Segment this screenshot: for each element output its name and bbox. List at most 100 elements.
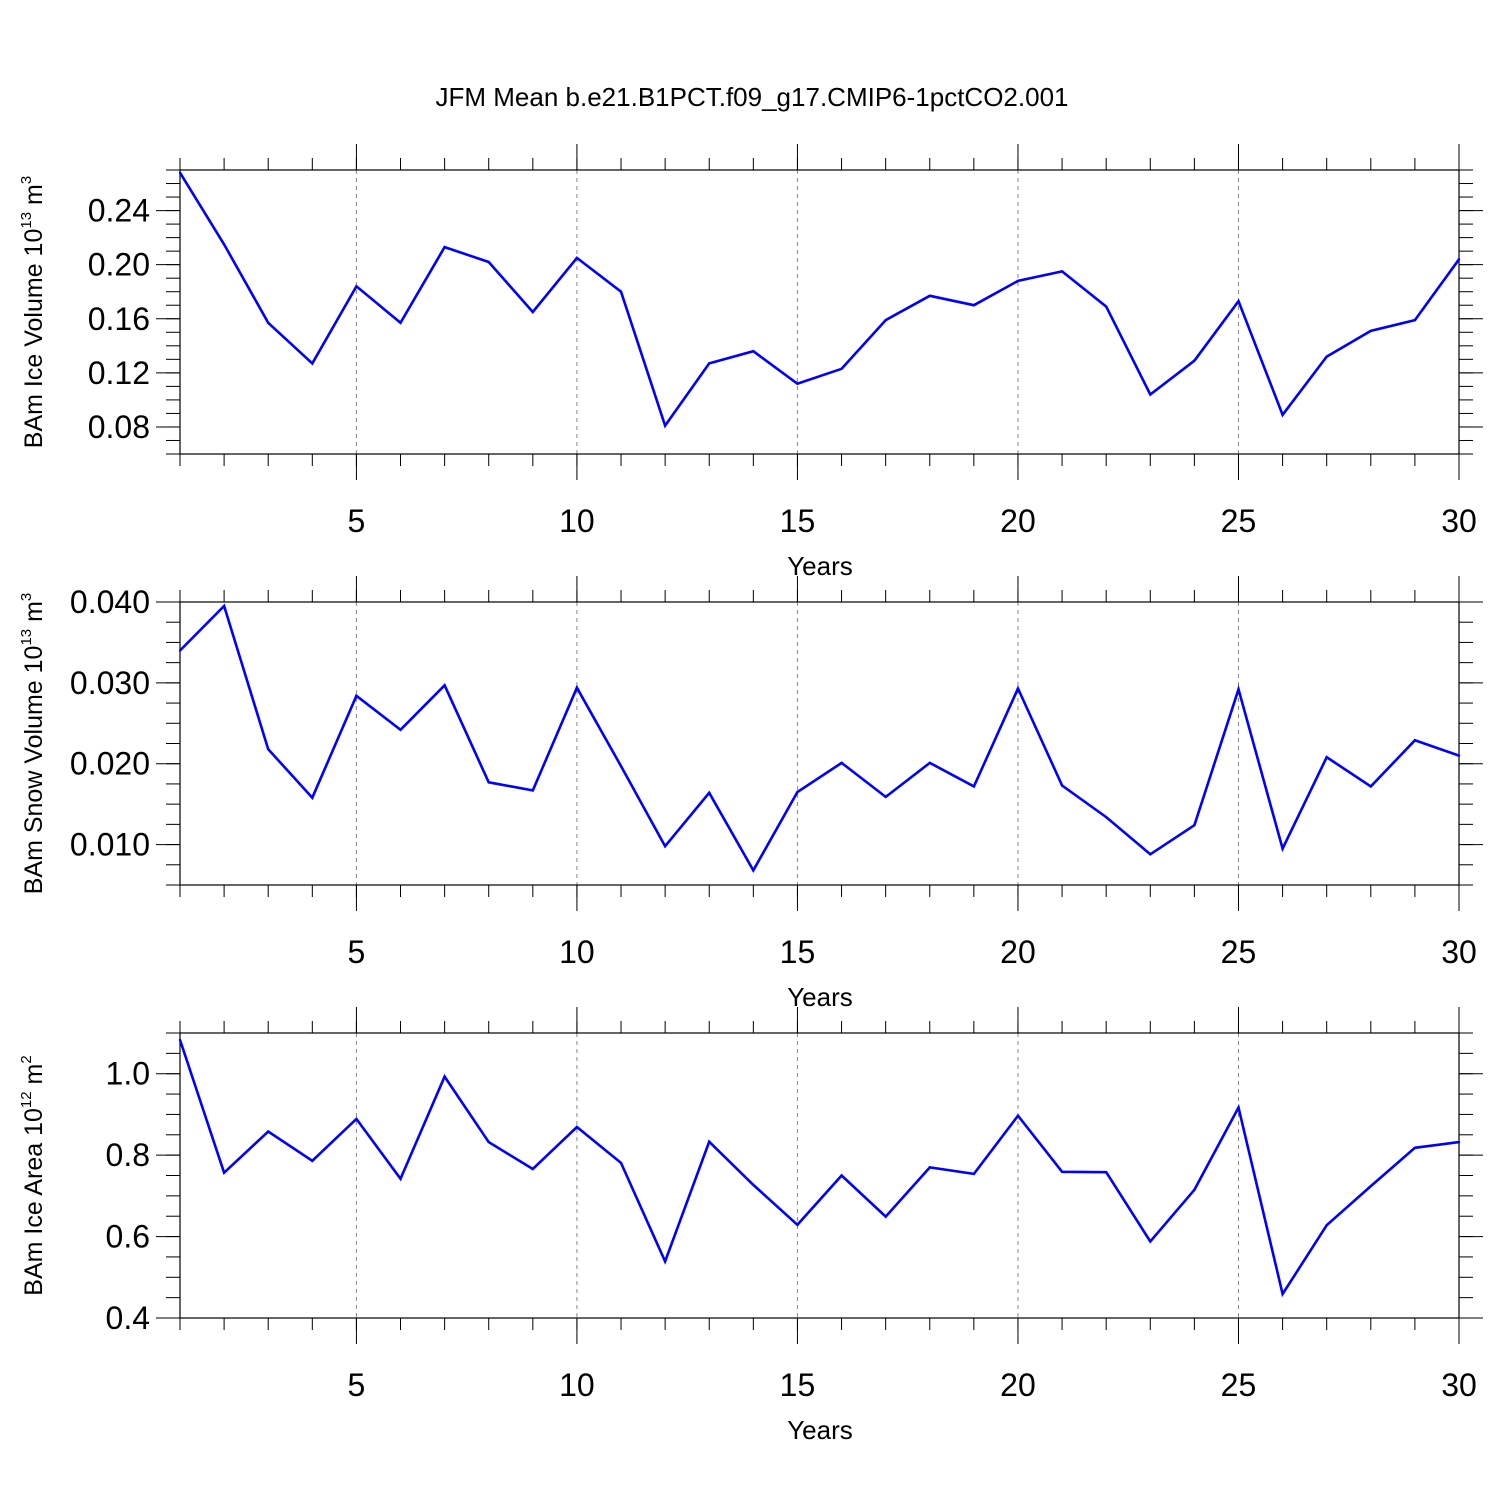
data-point xyxy=(267,1130,270,1133)
data-point xyxy=(708,362,711,365)
data-point xyxy=(1369,1184,1372,1188)
data-point xyxy=(178,171,182,174)
x-axis-title: Years xyxy=(787,982,853,1012)
data-point xyxy=(222,1171,226,1174)
data-point xyxy=(619,1161,623,1165)
data-point xyxy=(1369,329,1372,333)
x-tick-label: 5 xyxy=(348,1367,366,1403)
data-point xyxy=(222,243,226,246)
y-tick-label: 0.20 xyxy=(88,247,150,283)
data-point xyxy=(884,1215,887,1218)
data-point xyxy=(355,1117,358,1121)
data-point xyxy=(796,790,799,794)
data-point xyxy=(928,294,931,297)
x-tick-label: 5 xyxy=(348,934,366,970)
panel-2: 5 10 15 20 25 30 0.010 0.020 0.030 0.040 Years BAm … xyxy=(18,576,1483,1012)
data-point xyxy=(1413,1146,1417,1150)
data-point xyxy=(840,367,843,370)
y-axis-title-text: m xyxy=(20,1064,48,1092)
data-point xyxy=(1104,1171,1108,1174)
data-point xyxy=(443,684,446,687)
data-point xyxy=(1193,359,1196,362)
data-point xyxy=(1060,784,1064,787)
data-point xyxy=(1149,853,1152,856)
data-point xyxy=(619,764,623,768)
y-tick-label: 0.030 xyxy=(70,665,150,701)
data-point xyxy=(1149,393,1152,396)
y-tick-label: 0.4 xyxy=(106,1300,150,1336)
data-point xyxy=(1016,687,1020,690)
data-point xyxy=(178,1038,182,1042)
data-point xyxy=(531,789,535,792)
data-point xyxy=(487,781,490,784)
x-tick-label: 15 xyxy=(780,1367,816,1403)
data-point xyxy=(1237,299,1240,303)
data-point xyxy=(1413,318,1417,322)
y-axis-title: BAm Ice Volume 1013 m3 xyxy=(18,176,48,448)
y-axis-title-superscript: 3 xyxy=(18,176,35,184)
data-point xyxy=(884,795,887,799)
data-point xyxy=(752,1183,755,1187)
data-point xyxy=(399,728,402,731)
data-point xyxy=(1104,815,1108,819)
data-point xyxy=(267,321,270,325)
data-point xyxy=(1457,258,1461,261)
y-tick-label: 1.0 xyxy=(106,1056,150,1092)
x-tick-label: 10 xyxy=(559,503,595,539)
data-point xyxy=(928,761,931,765)
x-tick-label: 10 xyxy=(559,934,595,970)
y-tick-label: 0.08 xyxy=(88,409,150,445)
data-point xyxy=(531,310,535,314)
data-point xyxy=(575,686,579,689)
data-point xyxy=(1193,1188,1196,1191)
data-point xyxy=(752,350,755,353)
x-tick-label: 5 xyxy=(348,503,366,539)
x-tick-label: 25 xyxy=(1221,934,1257,970)
data-point xyxy=(311,362,314,365)
x-tick-label: 20 xyxy=(1000,503,1036,539)
y-axis-title-superscript: 2 xyxy=(18,1055,35,1063)
data-point xyxy=(708,1140,711,1143)
y-tick-label: 0.040 xyxy=(70,584,150,620)
data-point xyxy=(355,694,358,697)
x-tick-label: 30 xyxy=(1441,1367,1477,1403)
data-point xyxy=(531,1167,535,1171)
data-point xyxy=(972,785,976,788)
x-tick-label: 20 xyxy=(1000,934,1036,970)
data-point xyxy=(884,318,887,322)
data-point xyxy=(840,761,843,765)
data-point xyxy=(267,747,270,751)
data-point xyxy=(487,260,490,264)
x-axis-title: Years xyxy=(787,551,853,581)
data-point xyxy=(1325,355,1328,358)
data-point xyxy=(1457,754,1461,757)
data-point xyxy=(972,1172,976,1176)
data-point xyxy=(708,791,711,795)
data-point xyxy=(663,424,667,427)
y-axis-title-text: BAm Ice Area 10 xyxy=(20,1108,48,1296)
data-point xyxy=(1016,279,1020,283)
x-tick-label: 30 xyxy=(1441,503,1477,539)
y-tick-label: 0.24 xyxy=(88,193,150,229)
data-point xyxy=(443,245,446,249)
x-tick-label: 15 xyxy=(780,934,816,970)
panel-3: 5 10 15 20 25 30 0.4 0.6 0.8 1.0 Years BAm Ice Area… xyxy=(18,1007,1483,1445)
y-tick-label: 0.020 xyxy=(70,746,150,782)
data-point xyxy=(1281,1292,1284,1296)
data-point xyxy=(355,285,358,288)
data-point xyxy=(619,290,623,293)
series-line xyxy=(178,172,1461,429)
plot-frame xyxy=(179,601,1460,886)
y-axis-title-text: m xyxy=(20,184,48,212)
data-point xyxy=(1149,1240,1152,1243)
y-axis-title-text: m xyxy=(20,601,48,629)
data-point xyxy=(1369,785,1372,788)
data-point xyxy=(663,844,667,848)
y-tick-label: 0.6 xyxy=(106,1219,150,1255)
data-point xyxy=(796,1223,799,1226)
data-point xyxy=(178,649,182,652)
series-line xyxy=(179,603,1460,874)
data-point xyxy=(1413,739,1417,742)
series-line xyxy=(178,1039,1460,1298)
